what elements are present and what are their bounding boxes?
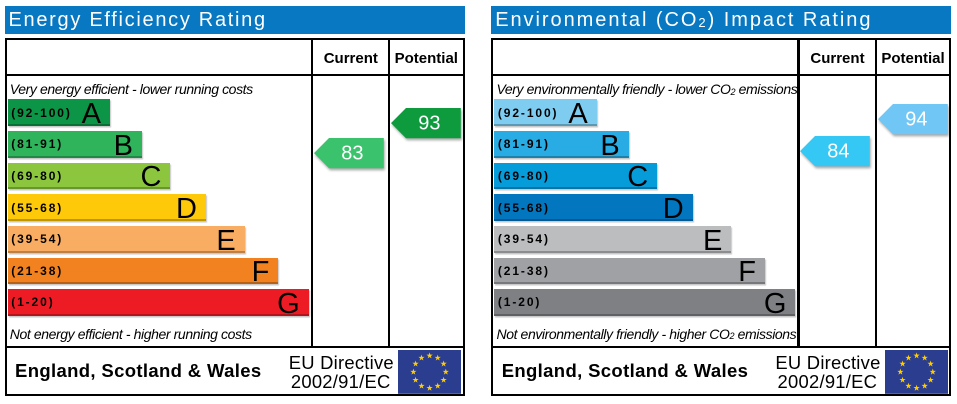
svg-text:93: 93 [418,113,440,135]
svg-text:94: 94 [905,109,927,131]
svg-text:83: 83 [341,143,363,165]
svg-text:84: 84 [828,140,850,162]
